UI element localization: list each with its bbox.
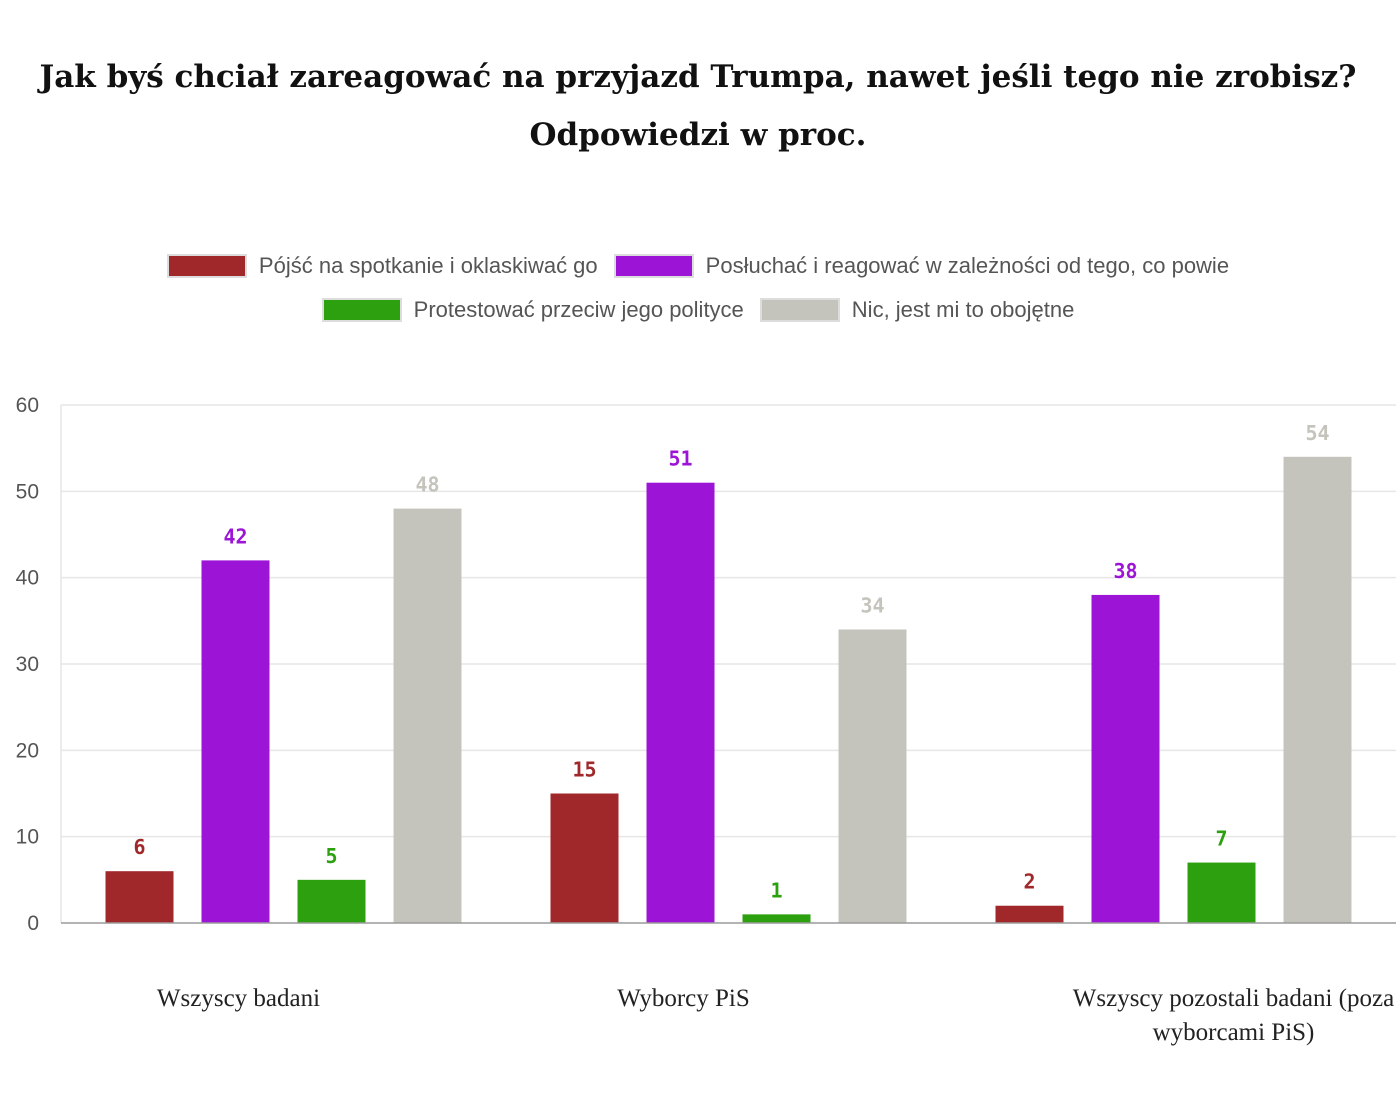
chart-title-line-2: Odpowiedzi w proc.: [529, 117, 867, 153]
data-label: 48: [415, 473, 439, 497]
bar[interactable]: [105, 871, 174, 923]
y-tick-label: 10: [16, 826, 39, 849]
data-label: 2: [1023, 870, 1035, 894]
x-category-label: Wyborcy PiS: [617, 985, 750, 1012]
y-tick-label: 60: [16, 394, 39, 417]
data-label: 5: [325, 844, 337, 868]
legend-swatch: [613, 254, 694, 278]
data-label: 15: [572, 758, 596, 782]
legend-item-series-2[interactable]: Posłuchać i reagować w zależności od teg…: [613, 253, 1230, 279]
data-label: 42: [223, 524, 247, 548]
y-tick-label: 0: [27, 912, 39, 935]
legend-row-1: Pójść na spotkanie i oklaskiwać go Posłu…: [0, 253, 1396, 279]
bar[interactable]: [838, 629, 907, 923]
data-label: 38: [1113, 559, 1137, 583]
bar[interactable]: [550, 793, 619, 924]
x-category-label: Wszyscy badani: [157, 985, 320, 1012]
data-label: 54: [1305, 421, 1329, 445]
chart-title-line-1: Jak byś chciał zareagować na przyjazd Tr…: [39, 59, 1357, 95]
bar[interactable]: [201, 560, 270, 923]
legend-swatch: [759, 298, 840, 322]
data-label: 7: [1215, 827, 1227, 851]
y-tick-label: 50: [16, 480, 39, 503]
y-tick-label: 40: [16, 567, 39, 590]
bar[interactable]: [393, 508, 462, 923]
bar[interactable]: [995, 905, 1064, 923]
y-tick-label: 30: [16, 653, 39, 676]
data-label: 6: [133, 835, 145, 859]
bar[interactable]: [742, 914, 811, 923]
legend-swatch: [321, 298, 402, 322]
bar[interactable]: [1283, 456, 1352, 923]
legend-label: Posłuchać i reagować w zależności od teg…: [705, 253, 1230, 278]
legend-swatch: [166, 254, 247, 278]
x-category-label: wyborcami PiS): [1153, 1019, 1315, 1046]
legend-label: Nic, jest mi to obojętne: [851, 297, 1075, 322]
legend-label: Protestować przeciw jego polityce: [413, 297, 744, 322]
legend-label: Pójść na spotkanie i oklaskiwać go: [258, 253, 598, 278]
legend-row-2: Protestować przeciw jego polityce Nic, j…: [0, 297, 1396, 323]
bar[interactable]: [1091, 594, 1160, 923]
data-label: 34: [860, 593, 884, 617]
data-label: 1: [770, 878, 782, 902]
bar[interactable]: [297, 879, 366, 923]
legend-item-series-1[interactable]: Pójść na spotkanie i oklaskiwać go: [166, 253, 598, 279]
x-category-label: Wszyscy pozostali badani (poza: [1073, 985, 1394, 1012]
data-label: 51: [668, 447, 692, 471]
chart-title: Jak byś chciał zareagować na przyjazd Tr…: [0, 48, 1396, 164]
legend-item-series-3[interactable]: Protestować przeciw jego polityce: [321, 297, 744, 323]
legend-item-series-4[interactable]: Nic, jest mi to obojętne: [759, 297, 1075, 323]
bar[interactable]: [646, 482, 715, 923]
y-tick-label: 20: [16, 739, 39, 762]
bar[interactable]: [1187, 862, 1256, 923]
